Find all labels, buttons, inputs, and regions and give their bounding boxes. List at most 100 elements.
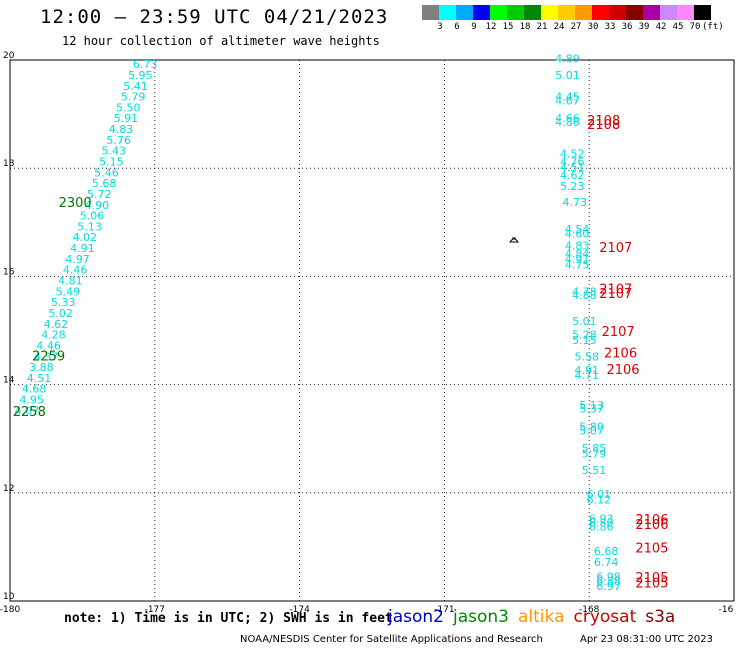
wave-height-value: 6.74 [594, 556, 619, 569]
satellite-name: jason2 [388, 607, 444, 627]
pass-time-labels: 2300225922582108210821072107210721072106… [13, 114, 669, 592]
wave-height-value: 5.58 [575, 350, 600, 363]
wave-height-value: 5.76 [106, 134, 131, 147]
pass-time-label: 2107 [599, 283, 632, 298]
wave-height-value: 3.88 [29, 361, 54, 374]
color-scale-label: 42 [655, 22, 667, 32]
color-scale-label: 21 [536, 22, 548, 32]
pass-time-label: 2108 [587, 114, 620, 129]
wave-height-value: 5.33 [51, 296, 76, 309]
wave-height-value: 4.73 [562, 196, 587, 209]
pass-time-label: 2105 [635, 541, 668, 556]
color-swatch [626, 5, 643, 20]
wave-height-value: 4.83 [109, 123, 134, 136]
wave-height-value: 4.51 [27, 372, 52, 385]
color-scale-label: 24 [553, 22, 565, 32]
pass-time-label: 2107 [599, 287, 632, 302]
wave-height-value: 6.80 [589, 516, 614, 529]
chart-subtitle: 12 hour collection of altimeter wave hei… [62, 34, 380, 48]
pass-time-label: 2105 [635, 576, 668, 591]
wave-height-value: 4.60 [565, 227, 590, 240]
wave-height-value: 4.86 [555, 116, 580, 129]
color-scale-label: 33 [604, 22, 616, 32]
pass-time-label: 2105 [635, 571, 668, 586]
wave-height-value: 5.01 [555, 69, 580, 82]
color-scale-label: 36 [621, 22, 633, 32]
wave-height-value: 6.98 [596, 570, 621, 583]
wave-height-value: 5.06 [80, 210, 105, 223]
wave-height-value: 4.75 [565, 258, 590, 271]
chart-title: 12:00 – 23:59 UTC 04/21/2023 [40, 6, 389, 28]
wave-height-value: 5.13 [579, 399, 604, 412]
wave-height-value: 4.62 [560, 169, 585, 182]
color-scale-label: 15 [502, 22, 514, 32]
color-swatch [456, 5, 473, 20]
wave-height-value: 5.41 [123, 80, 148, 93]
wave-height-value: 6.97 [596, 580, 621, 593]
wave-height-value: 5.15 [572, 334, 597, 347]
wave-height-value: 4.02 [73, 231, 98, 244]
color-swatch [473, 5, 490, 20]
wave-height-value: 5.79 [121, 91, 146, 104]
wave-height-value: 4.91 [575, 364, 600, 377]
color-swatch [575, 5, 592, 20]
wave-height-value: 4.45 [555, 91, 580, 104]
color-scale-label: 70 [689, 22, 701, 32]
color-scale-label: 39 [638, 22, 650, 32]
x-tick-label: -168 [579, 605, 600, 615]
wave-height-value: 4.88 [572, 289, 597, 302]
pass-time-label: 2258 [13, 405, 46, 420]
x-tick-label: -174 [289, 605, 310, 615]
plot-border [9, 59, 735, 602]
y-tick-label: 16 [3, 267, 15, 277]
wave-height-value: 5.50 [116, 101, 141, 114]
wave-height-value: 6.01 [587, 488, 612, 501]
pass-time-label: 2107 [602, 325, 635, 340]
color-swatch [422, 5, 439, 20]
y-tick-label: 14 [3, 376, 15, 386]
generated-timestamp: Apr 23 08:31:00 UTC 2023 [580, 634, 713, 645]
plot-frame [9, 59, 735, 602]
wave-height-value: 5.49 [56, 285, 81, 298]
color-swatch [677, 5, 694, 20]
wave-height-value: 6.93 [589, 513, 614, 526]
color-swatch [490, 5, 507, 20]
wave-height-value: 5.43 [102, 145, 127, 158]
wave-height-value: 4.67 [555, 94, 580, 107]
wave-height-value: 4.07 [15, 404, 40, 417]
wave-height-value: 5.80 [579, 421, 604, 434]
color-swatch [609, 5, 626, 20]
wave-height-value: 4.91 [565, 253, 590, 266]
pass-time-label: 2300 [59, 196, 92, 211]
color-scale-label: 6 [454, 22, 460, 32]
pass-time-label: 2106 [604, 347, 637, 362]
footnote: note: 1) Time is in UTC; 2) SWH is in fe… [64, 611, 393, 626]
wave-height-value: 5.02 [48, 307, 73, 320]
color-scale-label: 45 [672, 22, 684, 32]
wave-height-value: 4.68 [22, 383, 47, 396]
wave-height-value: 4.28 [41, 329, 66, 342]
color-swatch [643, 5, 660, 20]
wave-height-value: 5.51 [582, 464, 607, 477]
satellite-name: jason3 [453, 607, 509, 627]
color-swatch [694, 5, 711, 20]
wave-height-value: 5.28 [572, 329, 597, 342]
color-scale-label: (ft) [702, 22, 724, 32]
satellite-name: altika [518, 607, 565, 627]
wave-height-value: 4.46 [63, 264, 88, 277]
pass-time-label: 2259 [32, 349, 65, 364]
wave-height-value: 4.52 [560, 147, 585, 160]
color-swatch [439, 5, 456, 20]
wave-height-value: 5.23 [560, 180, 585, 193]
station-icon [509, 237, 519, 243]
wave-height-value: 4.51 [560, 161, 585, 174]
color-scale-bar [422, 5, 711, 20]
wave-height-value: 4.91 [70, 242, 95, 255]
satellite-legend: jason2 jason3 altika cryosat s3a [388, 607, 684, 627]
wave-height-value: 4.97 [65, 253, 90, 266]
pass-time-label: 2106 [635, 513, 668, 528]
pass-time-label: 2106 [635, 518, 668, 533]
color-swatch [524, 5, 541, 20]
color-swatch [592, 5, 609, 20]
wave-height-value: 5.85 [582, 442, 607, 455]
